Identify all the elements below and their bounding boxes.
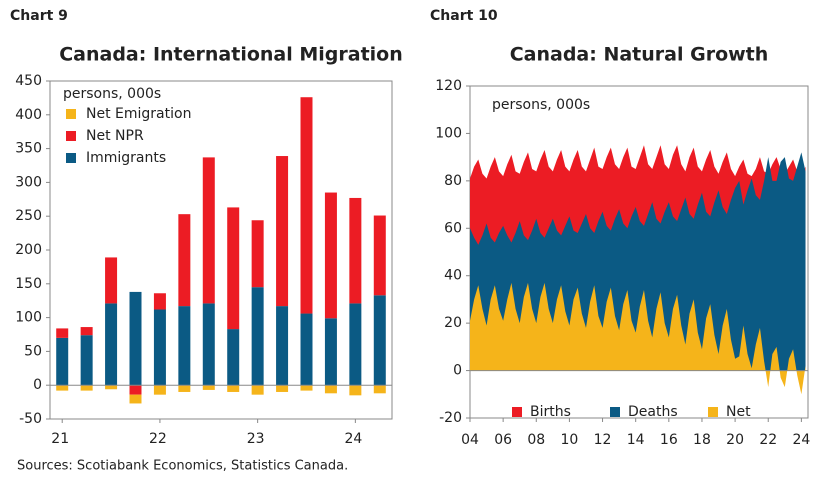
legend-label: Deaths — [628, 404, 678, 420]
bar — [227, 385, 240, 392]
bar — [80, 385, 93, 391]
x-tick-label: 20 — [726, 432, 744, 448]
legend-swatch — [66, 109, 76, 119]
y-tick-label: 200 — [15, 242, 42, 258]
x-tick-label: 06 — [494, 432, 512, 448]
bar — [251, 385, 264, 395]
bar — [373, 215, 386, 296]
y-tick-label: 20 — [444, 315, 462, 331]
bar — [153, 385, 166, 395]
chart-label: Chart 10 — [430, 8, 498, 24]
area — [470, 282, 806, 395]
bar — [324, 318, 337, 386]
bar — [202, 157, 215, 304]
y-tick-label: 80 — [444, 173, 462, 189]
bar — [202, 385, 215, 390]
bar — [129, 291, 142, 386]
legend-label: Immigrants — [86, 150, 166, 166]
x-tick-label: 04 — [461, 432, 479, 448]
x-tick-label: 24 — [792, 432, 810, 448]
bar — [251, 287, 264, 386]
x-tick-label: 18 — [693, 432, 711, 448]
legend-swatch — [708, 407, 718, 417]
x-tick-label: 23 — [247, 431, 265, 447]
x-tick-label: 14 — [627, 432, 645, 448]
legend-label: Net — [726, 404, 751, 420]
bar — [178, 306, 191, 386]
bar — [276, 385, 289, 392]
x-tick-label: 08 — [527, 432, 545, 448]
bar — [153, 293, 166, 310]
bar — [56, 337, 69, 386]
y-tick-label: 400 — [15, 107, 42, 123]
legend-label: Net Emigration — [86, 106, 191, 122]
y-tick-label: -50 — [19, 411, 42, 427]
y-tick-label: 350 — [15, 141, 42, 157]
bar — [251, 220, 264, 288]
source: Sources: Scotiabank Economics, Statistic… — [17, 459, 348, 474]
chart-title: Canada: International Migration — [59, 44, 403, 66]
bar — [129, 385, 142, 395]
legend-swatch — [610, 407, 620, 417]
bar — [105, 257, 118, 304]
bar — [153, 309, 166, 386]
y-tick-label: 120 — [435, 78, 462, 94]
y-tick-label: 100 — [435, 125, 462, 141]
y-tick-label: -20 — [439, 410, 462, 426]
x-tick-label: 21 — [51, 431, 69, 447]
x-tick-label: 24 — [344, 431, 362, 447]
bar — [105, 385, 118, 390]
bar — [80, 327, 93, 336]
y-tick-label: 250 — [15, 208, 42, 224]
y-tick-label: 150 — [15, 276, 42, 292]
bar — [129, 394, 142, 404]
unit-label: persons, 000s — [63, 86, 161, 102]
legend-swatch — [66, 131, 76, 141]
x-tick-label: 22 — [759, 432, 777, 448]
legend-label: Net NPR — [86, 128, 144, 144]
unit-label: persons, 000s — [492, 97, 590, 113]
bar — [349, 303, 362, 386]
bar — [227, 329, 240, 386]
bar — [56, 385, 69, 391]
area — [470, 152, 806, 371]
bar — [300, 385, 313, 391]
bar — [105, 303, 118, 386]
bar — [373, 385, 386, 394]
bar — [178, 385, 191, 392]
bar — [202, 303, 215, 386]
bar — [227, 207, 240, 330]
bar — [276, 156, 289, 307]
bar — [373, 295, 386, 386]
chart-label: Chart 9 — [10, 8, 68, 24]
chart-title: Canada: Natural Growth — [510, 44, 769, 66]
bar — [324, 385, 337, 394]
bar — [324, 192, 337, 319]
bar — [276, 306, 289, 386]
y-tick-label: 50 — [24, 343, 42, 359]
legend-swatch — [66, 153, 76, 163]
legend-swatch — [512, 407, 522, 417]
legend-label: Births — [530, 404, 571, 420]
y-tick-label: 100 — [15, 310, 42, 326]
x-tick-label: 22 — [149, 431, 167, 447]
y-tick-label: 60 — [444, 220, 462, 236]
y-tick-label: 0 — [453, 363, 462, 379]
bar — [178, 214, 191, 307]
bar — [349, 197, 362, 304]
y-tick-label: 40 — [444, 268, 462, 284]
bar — [56, 328, 69, 338]
bar — [80, 335, 93, 386]
y-tick-label: 0 — [33, 377, 42, 393]
bar — [349, 385, 362, 396]
x-tick-label: 10 — [560, 432, 578, 448]
bar — [300, 97, 313, 314]
x-tick-label: 16 — [660, 432, 678, 448]
bar — [300, 313, 313, 386]
y-tick-label: 300 — [15, 174, 42, 190]
y-tick-label: 450 — [15, 73, 42, 89]
x-tick-label: 12 — [594, 432, 612, 448]
